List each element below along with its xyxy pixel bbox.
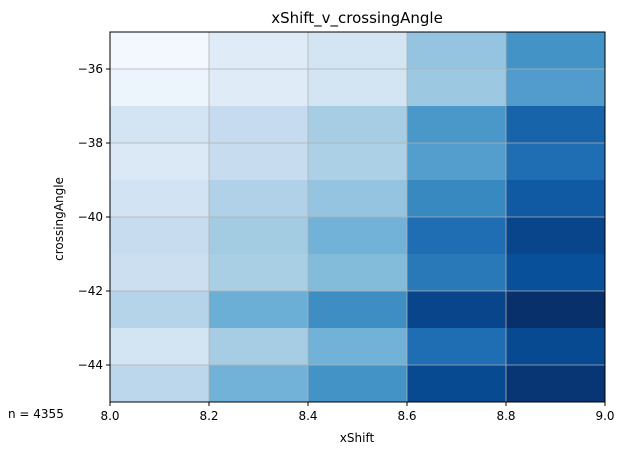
heatmap-cell [308,106,408,144]
heatmap-cell [407,217,507,255]
x-tick-label: 8.8 [496,409,515,423]
axes: 8.0 8.2 8.4 8.6 8.8 9.0 −44 −42 −40 −38 −36 [78,31,615,423]
y-tick-label: −42 [78,284,103,298]
heatmap-cell [506,106,606,144]
heatmap-cell [308,180,408,218]
heatmap-cell [407,365,507,403]
heatmap-cell [506,254,606,292]
heatmap-cell [308,254,408,292]
heatmap-cell [110,365,210,403]
heatmap-cell [110,180,210,218]
heatmap-cell [209,32,309,70]
heatmap-cell [506,32,606,70]
heatmap-cell [308,69,408,107]
heatmap-cell [407,143,507,181]
heatmap-cell [110,69,210,107]
heatmap-cell [209,180,309,218]
chart-title: xShift_v_crossingAngle [271,9,443,28]
x-axis-label: xShift [340,431,375,445]
x-tick-label: 8.2 [199,409,218,423]
heatmap-cell [110,328,210,366]
heatmap-cell [407,328,507,366]
heatmap-cell [209,291,309,329]
x-tick-label: 8.0 [100,409,119,423]
y-tick-label: −38 [78,136,103,150]
sample-count-annotation: n = 4355 [8,407,64,421]
heatmap-cell [506,69,606,107]
heatmap-cell [209,328,309,366]
heatmap-cell [308,365,408,403]
heatmap-cell [308,291,408,329]
heatmap-cell [110,32,210,70]
heatmap-cell [506,180,606,218]
heatmap-cell [407,180,507,218]
heatmap-cell [209,106,309,144]
heatmap-cell [209,365,309,403]
heatmap-cell [308,32,408,70]
heatmap-cell [209,254,309,292]
heatmap-cell [110,106,210,144]
y-tick-label: −36 [78,62,103,76]
heatmap-cell [506,365,606,403]
heatmap-cell [407,69,507,107]
y-tick-label: −44 [78,358,103,372]
heatmap-cell [407,254,507,292]
heatmap-cell [110,254,210,292]
heatmap-cell [308,328,408,366]
heatmap-cell [506,143,606,181]
heatmap-cells [110,32,606,403]
heatmap-cell [209,217,309,255]
y-tick-label: −40 [78,210,103,224]
x-tick-label: 9.0 [595,409,614,423]
heatmap-cell [506,217,606,255]
heatmap-cell [110,143,210,181]
heatmap-cell [209,143,309,181]
grid-lines [109,32,606,402]
x-tick-label: 8.6 [397,409,416,423]
heatmap-cell [308,217,408,255]
heatmap-cell [209,69,309,107]
heatmap-cell [407,106,507,144]
heatmap-cell [506,291,606,329]
heatmap-cell [110,217,210,255]
x-tick-label: 8.4 [298,409,317,423]
heatmap-cell [407,291,507,329]
heatmap-cell [110,291,210,329]
heatmap-cell [308,143,408,181]
heatmap-cell [506,328,606,366]
heatmap-cell [407,32,507,70]
y-axis-label: crossingAngle [52,177,66,261]
